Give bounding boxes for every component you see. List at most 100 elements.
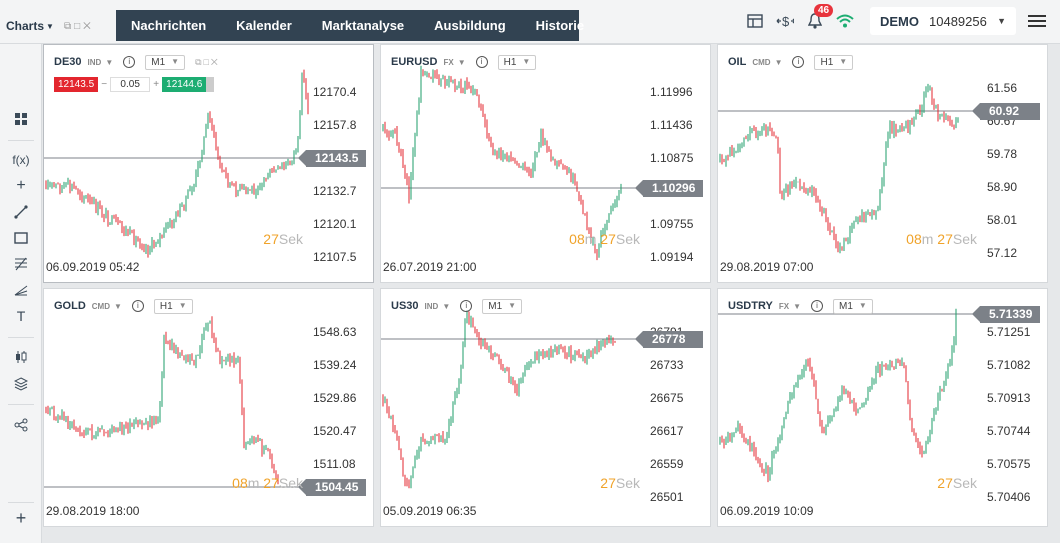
countdown-seconds: 27 [937, 231, 953, 247]
candle-countdown: 08m 27Sek [232, 475, 303, 491]
svg-text:$: $ [782, 14, 790, 29]
candlestick-chart[interactable] [718, 289, 1049, 528]
candlestick-chart[interactable] [381, 289, 712, 528]
candlestick-chart[interactable] [718, 45, 1049, 284]
crosshair-timestamp: 29.08.2019 18:00 [46, 504, 140, 518]
price-axis-label: 1.09194 [650, 250, 694, 264]
sell-button[interactable]: 12143.5 [54, 77, 99, 92]
countdown-minutes-unit: m [584, 231, 597, 247]
price-axis-label: 5.70406 [987, 490, 1031, 504]
timeframe-select[interactable]: H1 ▼ [814, 54, 854, 70]
chart-panel-gold[interactable]: GOLD CMD ▼ i H1 ▼ 1548.63 1539.24 1529.86 152… [43, 288, 374, 527]
chevron-down-icon: ▼ [858, 300, 867, 310]
text-tool-icon[interactable]: T [16, 308, 26, 324]
window-controls-icon[interactable]: ⧉□✕ [63, 20, 94, 32]
chevron-down-icon[interactable]: ▼ [105, 57, 114, 67]
info-icon[interactable]: i [131, 300, 144, 312]
chevron-down-icon: ▼ [522, 56, 531, 66]
pitchfork-icon[interactable] [0, 279, 42, 301]
timeframe-select[interactable]: M1 ▼ [145, 54, 186, 70]
nav-history[interactable]: Historie [535, 18, 585, 33]
dollar-exchange-icon[interactable]: $ [776, 12, 794, 30]
minus-icon[interactable]: − [101, 79, 108, 90]
chevron-down-icon[interactable]: ▼ [457, 57, 466, 67]
left-toolbar: f(x) + T + [0, 44, 42, 543]
one-click-trade: 12143.5 − 0.05 + 12144.6 [54, 77, 215, 92]
crosshair-timestamp: 05.09.2019 06:35 [383, 504, 477, 518]
info-icon[interactable]: i [810, 300, 823, 312]
candlestick-chart[interactable] [44, 45, 375, 284]
chart-panel-us30[interactable]: US30 IND ▼ i M1▼267912673326675266172655… [380, 288, 711, 527]
plus-icon[interactable]: + [153, 79, 160, 90]
countdown-seconds-unit: Sek [278, 231, 303, 247]
trade-bar-handle-icon[interactable] [206, 77, 215, 92]
price-axis-label: 1.11996 [650, 85, 693, 99]
timeframe-value: H1 [503, 56, 517, 68]
crosshair-icon[interactable]: + [16, 177, 26, 194]
symbol-name[interactable]: USDTRY [728, 300, 773, 312]
countdown-minutes-unit: m [921, 231, 934, 247]
fibonacci-icon[interactable] [0, 253, 42, 275]
countdown-seconds: 27 [600, 231, 616, 247]
chevron-down-icon: ▼ [508, 300, 517, 310]
indicator-function-icon[interactable]: f(x) [12, 153, 30, 167]
info-icon[interactable]: i [475, 56, 488, 68]
account-mode: DEMO [880, 13, 919, 29]
candlestick-chart[interactable] [381, 45, 712, 284]
chevron-down-icon[interactable]: ▼ [442, 301, 451, 311]
chevron-down-icon: ▼ [997, 16, 1006, 26]
symbol-name[interactable]: US30 [391, 300, 419, 312]
timeframe-value: M1 [488, 300, 503, 312]
rectangle-icon[interactable] [0, 227, 42, 249]
timeframe-value: M1 [838, 300, 853, 312]
chevron-down-icon[interactable]: ▼ [793, 301, 801, 311]
nav-education[interactable]: Ausbildung [434, 18, 506, 33]
layout-icon[interactable] [746, 12, 764, 30]
chevron-down-icon: ▼ [839, 56, 848, 66]
quantity-input[interactable]: 0.05 [110, 77, 151, 92]
nav-market-analysis[interactable]: Marktanalyse [321, 18, 405, 33]
price-axis-label: 1548.63 [313, 325, 357, 339]
timeframe-select[interactable]: H1 ▼ [153, 298, 193, 314]
candles-icon[interactable] [0, 346, 42, 368]
price-axis-label: 5.71082 [987, 358, 1031, 372]
layers-icon[interactable] [0, 373, 42, 395]
add-chart-icon[interactable]: + [15, 507, 27, 528]
chart-panel-de30[interactable]: DE30 IND ▼ i M1 ▼ ⧉□✕ 12143.5 − 0.05 + 121… [43, 44, 374, 283]
chart-panel-usdtry[interactable]: USDTRY FX ▼ i M1 ▼ 5.71251 5.71082 5.70913 5.… [717, 288, 1048, 527]
symbol-name[interactable]: OIL [728, 56, 747, 68]
buy-button[interactable]: 12144.6 [162, 77, 207, 92]
charts-tab[interactable]: Charts ▼ ⧉□✕ [6, 10, 116, 42]
grid-layout-icon[interactable] [0, 108, 42, 130]
nav-calendar[interactable]: Kalender [236, 18, 292, 33]
current-price-tag: 1504.45 [298, 479, 366, 496]
account-selector[interactable]: DEMO 10489256 ▼ [870, 7, 1016, 35]
info-icon[interactable]: i [123, 56, 136, 68]
symbol-name[interactable]: GOLD [54, 300, 86, 312]
chevron-down-icon[interactable]: ▼ [114, 301, 122, 311]
symbol-name[interactable]: DE30 [54, 56, 82, 68]
nav-news[interactable]: Nachrichten [131, 18, 207, 33]
timeframe-select[interactable]: M1 ▼ [832, 298, 873, 314]
chevron-down-icon[interactable]: ▼ [774, 57, 783, 67]
crosshair-timestamp: 29.08.2019 07:00 [720, 260, 814, 274]
symbol-name[interactable]: EURUSD [391, 56, 438, 68]
chart-panel-oil[interactable]: OIL CMD ▼ i H1 ▼ 61.56 60.67 59.78 58.90 58.01… [717, 44, 1048, 283]
panel-window-controls-icon[interactable]: ⧉□✕ [195, 56, 220, 67]
trendline-icon[interactable] [0, 201, 42, 223]
timeframe-select[interactable]: M1 ▼ [482, 298, 523, 314]
hamburger-menu-icon[interactable] [1028, 15, 1046, 27]
timeframe-value: H1 [820, 56, 834, 68]
bell-icon[interactable]: 46 [806, 4, 834, 30]
candle-countdown: 27Sek [600, 475, 640, 491]
timeframe-value: H1 [159, 300, 173, 312]
share-icon[interactable] [0, 414, 42, 436]
info-icon[interactable]: i [460, 300, 473, 312]
chart-panel-eurusd[interactable]: EURUSD FX ▼ i H1 ▼ 1.11996 1.11436 1.10875 1.… [380, 44, 711, 283]
top-bar: Charts ▼ ⧉□✕ Nachrichten Kalender Markta… [0, 0, 1060, 44]
price-axis-label: 5.70913 [987, 391, 1031, 405]
timeframe-select[interactable]: H1 ▼ [497, 54, 537, 70]
info-icon[interactable]: i [792, 56, 805, 68]
price-axis-label: 26675 [650, 391, 684, 405]
candlestick-chart[interactable] [44, 289, 375, 528]
